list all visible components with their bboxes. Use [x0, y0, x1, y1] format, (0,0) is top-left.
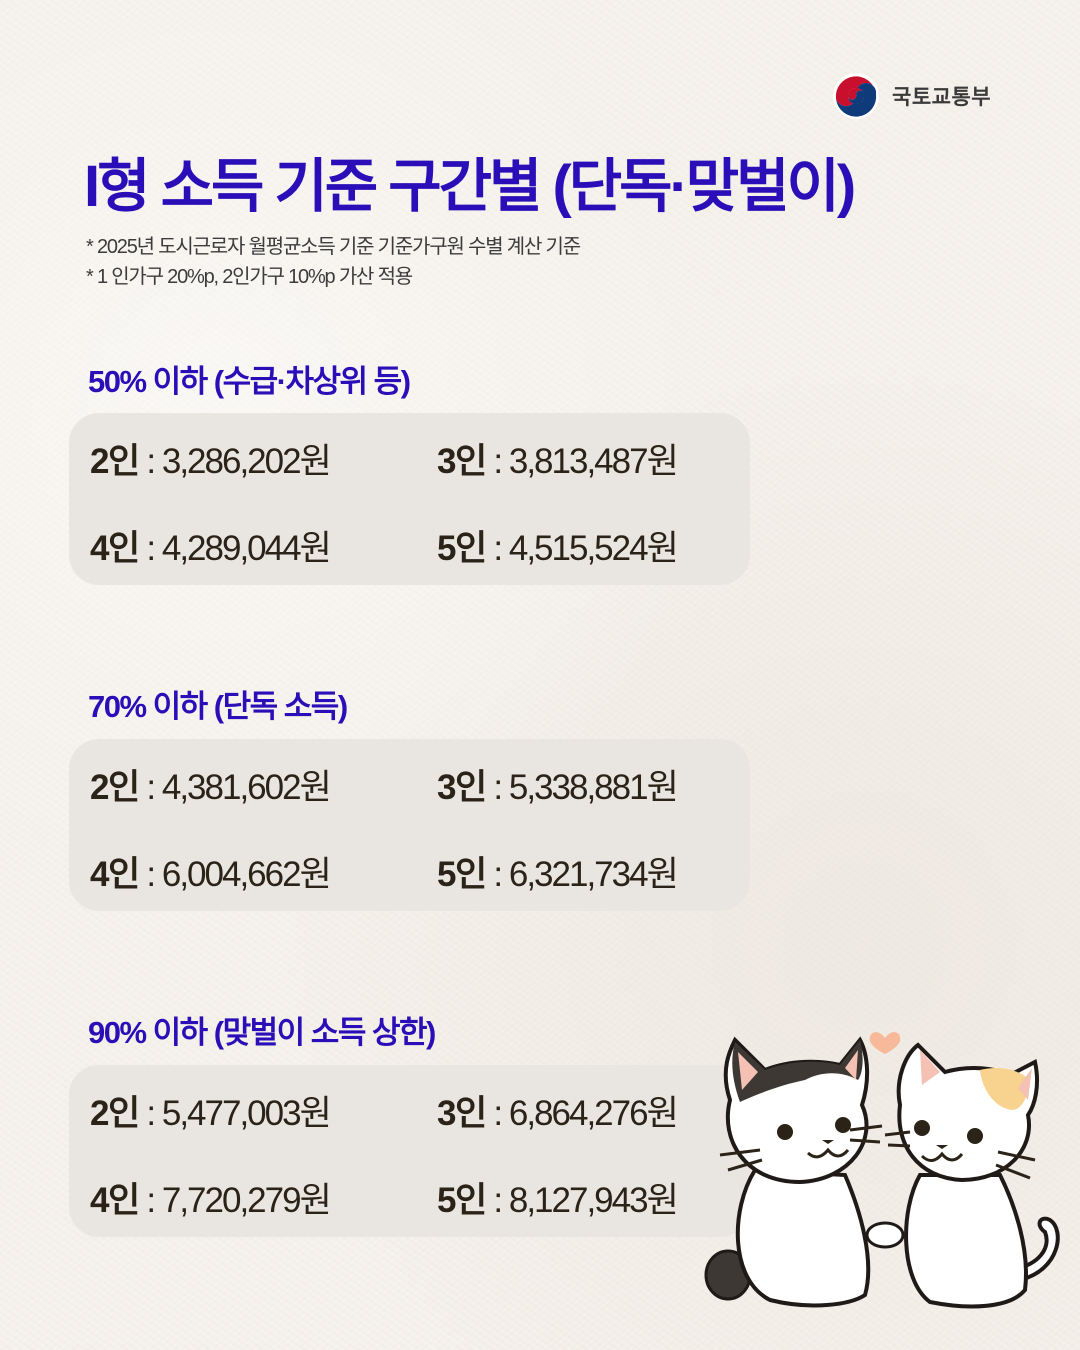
separator: :: [138, 1181, 162, 1220]
taegeuk-logo-icon: [833, 73, 879, 119]
income-amount: 4,515,524원: [508, 529, 679, 568]
income-card-90: 2인 : 5,477,003원 3인 : 6,864,276원 4인 : 7,7…: [69, 1065, 750, 1237]
section-title-90: 90% 이하 (맞벌이 소득 상한): [88, 1015, 436, 1050]
income-amount: 6,864,276원: [508, 1094, 679, 1133]
income-card-50: 2인 : 3,286,202원 3인 : 3,813,487원 4인 : 4,2…: [69, 413, 750, 585]
section-title-50: 50% 이하 (수급·차상위 등): [88, 364, 411, 399]
separator: :: [485, 1181, 509, 1220]
household-size: 2인: [90, 1094, 140, 1133]
income-row: 4인 : 4,289,044원: [90, 520, 332, 571]
footnote-basis: * 2025년 도시근로자 월평균소득 기준 기준가구원 수별 계산 기준: [86, 236, 581, 258]
income-row: 4인 : 6,004,662원: [90, 846, 332, 897]
income-row: 5인 : 8,127,943원: [437, 1172, 679, 1223]
separator: :: [485, 1094, 509, 1133]
household-size: 5인: [437, 1181, 487, 1220]
two-cats-illustration-icon: [704, 1032, 1060, 1309]
income-amount: 6,004,662원: [161, 855, 332, 894]
income-row: 2인 : 5,477,003원: [90, 1085, 332, 1136]
income-amount: 5,477,003원: [161, 1094, 332, 1133]
separator: :: [138, 855, 162, 894]
separator: :: [138, 442, 162, 481]
household-size: 4인: [90, 855, 140, 894]
income-row: 2인 : 3,286,202원: [90, 433, 332, 484]
household-size: 3인: [437, 442, 487, 481]
ministry-logo: 국토교통부: [832, 72, 991, 120]
income-row: 3인 : 6,864,276원: [437, 1085, 679, 1136]
income-row: 2인 : 4,381,602원: [90, 759, 332, 810]
income-row: 3인 : 5,338,881원: [437, 759, 679, 810]
income-amount: 8,127,943원: [508, 1181, 679, 1220]
section-title-70: 70% 이하 (단독 소득): [88, 689, 348, 724]
separator: :: [485, 768, 509, 807]
household-size: 3인: [437, 1094, 487, 1133]
separator: :: [485, 529, 509, 568]
income-row: 4인 : 7,720,279원: [90, 1172, 332, 1223]
income-row: 3인 : 3,813,487원: [437, 433, 679, 484]
income-row: 5인 : 4,515,524원: [437, 520, 679, 571]
household-size: 5인: [437, 855, 487, 894]
income-amount: 7,720,279원: [161, 1181, 332, 1220]
income-amount: 3,813,487원: [508, 442, 679, 481]
heart-icon: [869, 1032, 901, 1054]
household-size: 4인: [90, 1181, 140, 1220]
separator: :: [138, 529, 162, 568]
separator: :: [485, 442, 509, 481]
household-size: 5인: [437, 529, 487, 568]
footnote-adjustment: * 1 인가구 20%p, 2인가구 10%p 가산 적용: [86, 266, 413, 288]
income-amount: 4,381,602원: [161, 768, 332, 807]
page-title: I형 소득 기준 구간별 (단독·맞벌이): [84, 154, 856, 219]
separator: :: [485, 855, 509, 894]
income-amount: 3,286,202원: [161, 442, 332, 481]
separator: :: [138, 768, 162, 807]
income-amount: 4,289,044원: [161, 529, 332, 568]
income-card-70: 2인 : 4,381,602원 3인 : 5,338,881원 4인 : 6,0…: [69, 739, 750, 911]
household-size: 2인: [90, 442, 140, 481]
income-row: 5인 : 6,321,734원: [437, 846, 679, 897]
household-size: 3인: [437, 768, 487, 807]
separator: :: [138, 1094, 162, 1133]
income-amount: 5,338,881원: [508, 768, 679, 807]
ministry-name: 국토교통부: [892, 86, 992, 109]
household-size: 4인: [90, 529, 140, 568]
income-amount: 6,321,734원: [508, 855, 679, 894]
household-size: 2인: [90, 768, 140, 807]
